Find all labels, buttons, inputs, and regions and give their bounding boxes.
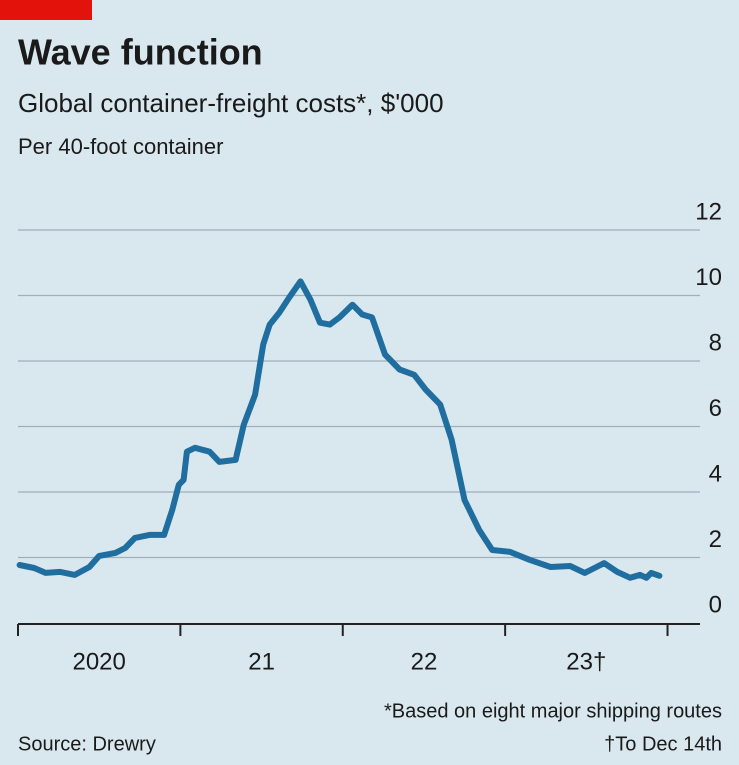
chart-title: Wave function [18,32,263,73]
footnote: †To Dec 14th [604,733,722,755]
chart-subtitle: Global container-freight costs*, $'000 [18,88,444,118]
y-tick-label: 8 [709,329,722,356]
y-tick-label: 6 [709,395,722,422]
y-tick-label: 0 [709,591,722,618]
x-tick-label: 2020 [72,648,125,675]
y-tick-label: 4 [709,460,722,487]
x-tick-label: 21 [248,648,275,675]
brand-tag [0,0,92,20]
source: Source: Drewry [18,733,156,755]
y-tick-label: 2 [709,526,722,553]
y-tick-label: 10 [695,264,722,291]
x-tick-label: 22 [411,648,438,675]
unit-note: Per 40-foot container [18,134,223,159]
footnote: *Based on eight major shipping routes [384,700,722,722]
data-line [16,278,663,581]
x-tick-label: 23† [566,648,606,675]
y-tick-label: 12 [695,198,722,225]
